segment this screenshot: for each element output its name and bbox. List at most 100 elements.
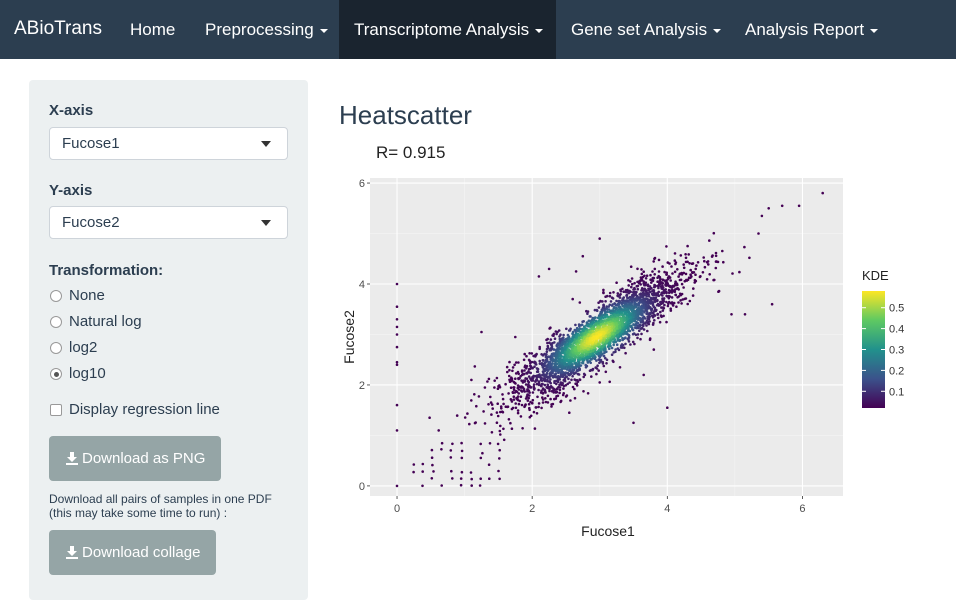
scatter-point — [615, 281, 618, 284]
scatter-point — [488, 477, 491, 481]
radio-circle[interactable] — [50, 342, 62, 354]
scatter-point — [689, 268, 692, 272]
scatter-point — [671, 272, 674, 275]
scatter-point — [630, 282, 634, 286]
scatter-point — [553, 362, 556, 366]
nav-transcriptome-analysis[interactable]: Transcriptome Analysis — [339, 0, 556, 59]
scatter-point — [685, 278, 688, 282]
scatter-point — [591, 316, 594, 320]
scatter-point — [549, 397, 552, 401]
scatter-point — [589, 324, 593, 328]
scatter-point — [504, 405, 508, 408]
scatter-point — [493, 386, 496, 389]
scatter-point — [549, 326, 552, 329]
scatter-point — [585, 350, 588, 353]
scatter-point — [614, 307, 618, 311]
scatter-point — [528, 391, 531, 394]
scatter-point — [557, 371, 560, 375]
scatter-point — [588, 369, 592, 372]
scatter-point — [656, 292, 660, 296]
scatter-point — [583, 332, 586, 335]
scatter-point — [661, 309, 665, 312]
scatter-point — [592, 346, 596, 349]
scatter-point — [592, 332, 596, 336]
scatter-point — [498, 429, 502, 433]
scatter-point — [604, 327, 607, 330]
scatter-point — [551, 402, 555, 406]
scatter-point — [487, 403, 490, 406]
scatter-point — [567, 373, 570, 377]
scatter-point — [534, 406, 538, 409]
scatter-point — [581, 353, 584, 357]
scatter-point — [660, 315, 663, 319]
scatter-point — [532, 410, 536, 414]
scatter-point — [597, 343, 600, 346]
scatter-point — [616, 313, 619, 317]
download-png-button[interactable]: Download as PNG — [49, 436, 222, 481]
scatter-point — [622, 319, 626, 323]
scatter-point — [430, 448, 434, 452]
scatter-point — [522, 379, 526, 382]
scatter-point — [591, 340, 595, 343]
scatter-point — [612, 325, 616, 329]
scatter-point — [574, 323, 577, 327]
scatter-point — [595, 372, 598, 376]
radio-circle-selected[interactable] — [50, 368, 62, 380]
scatter-point — [516, 398, 520, 402]
scatter-point — [589, 350, 593, 353]
scatter-point — [636, 267, 639, 271]
scatter-point — [614, 314, 617, 317]
scatter-point — [555, 332, 558, 336]
radio-circle[interactable] — [50, 290, 62, 302]
scatter-point — [568, 329, 572, 332]
scatter-point — [691, 262, 695, 265]
scatter-point — [562, 387, 565, 390]
scatter-point — [627, 305, 631, 309]
y-axis-select[interactable]: Fucose2 — [49, 206, 288, 239]
scatter-point — [713, 278, 716, 282]
scatter-point — [572, 359, 576, 362]
scatter-point — [684, 272, 688, 276]
scatter-point — [597, 306, 601, 309]
nav-analysis-report[interactable]: Analysis Report — [730, 0, 893, 59]
scatter-point-outlier — [770, 302, 774, 306]
scatter-point — [566, 351, 569, 354]
scatter-point — [460, 470, 464, 474]
checkbox-box[interactable] — [50, 404, 62, 416]
nav-home[interactable]: Home — [130, 20, 176, 39]
download-collage-button[interactable]: Download collage — [49, 530, 217, 575]
scatter-point-outlier — [541, 396, 544, 399]
scatter-point — [548, 341, 551, 344]
scatter-point — [648, 315, 651, 318]
scatter-point — [542, 365, 545, 368]
scatter-point — [512, 395, 516, 398]
scatter-point — [560, 342, 563, 345]
x-axis-select[interactable]: Fucose1 — [49, 127, 288, 160]
scatter-point — [555, 352, 559, 355]
radio-circle[interactable] — [50, 316, 62, 328]
scatter-point — [639, 283, 642, 286]
scatter-point — [529, 361, 532, 365]
scatter-point — [546, 383, 549, 386]
nav-preprocessing[interactable]: Preprocessing — [190, 0, 343, 59]
scatter-point — [544, 391, 547, 394]
scatter-point — [671, 284, 675, 288]
scatter-point — [553, 380, 556, 383]
scatter-point — [669, 309, 673, 312]
nav-gene-set-analysis[interactable]: Gene set Analysis — [556, 0, 736, 59]
scatter-point — [560, 374, 563, 377]
scatter-point — [512, 388, 516, 391]
scatter-point — [652, 289, 656, 293]
scatter-point — [672, 301, 676, 305]
scatter-point — [486, 380, 489, 383]
scatter-point — [670, 265, 673, 268]
scatter-point — [582, 390, 585, 393]
brand-title[interactable]: ABioTrans — [14, 18, 102, 39]
scatter-point — [610, 325, 613, 328]
scatter-point — [703, 259, 706, 263]
scatter-point — [653, 314, 657, 317]
scatter-point — [601, 360, 605, 364]
scatter-point — [646, 329, 649, 333]
scatter-point — [615, 311, 619, 314]
scatter-point — [546, 386, 549, 390]
